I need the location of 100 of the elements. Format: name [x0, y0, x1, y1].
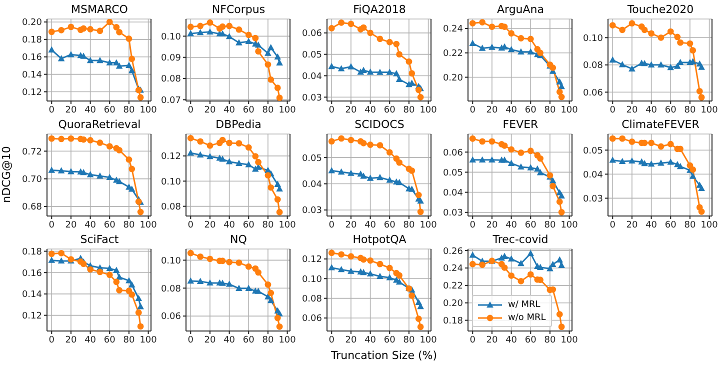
- y-tick-label: 0.04: [302, 72, 322, 82]
- point: [667, 28, 674, 35]
- point: [274, 84, 281, 92]
- point: [187, 277, 194, 284]
- point: [469, 20, 476, 26]
- x-tick-label: 20: [204, 335, 216, 346]
- point: [609, 22, 616, 28]
- x-tick-label: 0: [470, 105, 476, 116]
- y-tick-label: 0.08: [160, 74, 182, 85]
- point: [558, 208, 565, 216]
- point: [58, 55, 65, 62]
- point: [534, 165, 541, 172]
- x-tick-label: 60: [664, 220, 677, 230]
- y-tick-label: 0.05: [302, 154, 322, 164]
- point: [255, 269, 262, 276]
- y-tick-label: 0.18: [22, 247, 42, 258]
- point: [87, 137, 94, 144]
- point: [501, 142, 508, 149]
- point: [676, 58, 684, 66]
- point: [254, 288, 262, 294]
- y-tick-label: 0.04: [582, 170, 604, 180]
- point: [187, 30, 194, 36]
- point: [338, 168, 345, 175]
- point: [236, 39, 242, 46]
- point: [469, 156, 476, 163]
- point: [113, 266, 120, 273]
- x-tick-label: 100: [560, 105, 578, 116]
- x-tick-label: 100: [700, 220, 718, 230]
- point: [641, 26, 648, 34]
- point: [479, 138, 486, 145]
- point: [128, 166, 136, 172]
- point: [469, 260, 476, 268]
- point: [268, 290, 274, 296]
- point: [641, 160, 648, 166]
- point: [479, 19, 486, 26]
- point: [417, 94, 424, 100]
- y-tick-label: 0.26: [442, 246, 464, 257]
- x-tick-label: 80: [262, 335, 274, 346]
- point: [80, 168, 87, 176]
- chart-title: NQ: [229, 232, 248, 247]
- point: [550, 182, 556, 190]
- point: [527, 148, 534, 154]
- point: [386, 264, 393, 272]
- x-tick-label: 20: [204, 105, 216, 116]
- point: [686, 40, 694, 47]
- y-tick-label: 0.03: [442, 208, 463, 219]
- point: [518, 35, 524, 42]
- y-tick-label: 0.18: [22, 36, 42, 46]
- point: [690, 47, 696, 54]
- x-tick-label: 20: [65, 335, 77, 346]
- point: [396, 278, 403, 285]
- point: [206, 142, 214, 149]
- x-tick-label: 40: [364, 335, 376, 346]
- point: [128, 56, 136, 62]
- point: [348, 268, 354, 274]
- point: [226, 158, 233, 164]
- x-tick-label: 80: [262, 220, 274, 230]
- point: [508, 46, 515, 52]
- x-tick-label: 80: [403, 105, 415, 116]
- point: [698, 184, 705, 191]
- point: [469, 135, 476, 142]
- point: [206, 28, 214, 35]
- x-tick-label: 0: [328, 105, 335, 116]
- point: [245, 38, 252, 44]
- y-tick-label: 0.10: [582, 34, 604, 44]
- x-axis-title: Truncation Size (%): [330, 349, 438, 362]
- point: [674, 62, 681, 69]
- y-tick-label: 0.24: [442, 264, 464, 274]
- point: [366, 68, 374, 75]
- point: [245, 263, 252, 270]
- point: [501, 264, 508, 271]
- point: [348, 20, 354, 28]
- point: [396, 51, 402, 58]
- x-tick-label: 0: [188, 220, 194, 230]
- point: [501, 156, 508, 163]
- x-tick-label: 80: [684, 105, 696, 116]
- point: [628, 20, 636, 27]
- point: [274, 53, 282, 60]
- point: [197, 253, 204, 260]
- y-tick-label: 0.10: [160, 32, 182, 42]
- x-tick-label: 100: [278, 220, 296, 230]
- x-tick-label: 60: [242, 335, 255, 346]
- point: [226, 258, 232, 266]
- point: [558, 324, 565, 330]
- x-tick-label: 40: [84, 220, 96, 230]
- x-tick-label: 0: [610, 105, 616, 116]
- point: [116, 62, 123, 69]
- y-tick-label: 0.68: [22, 202, 42, 213]
- y-tick-label: 0.04: [442, 188, 464, 198]
- chart-title: ArguAna: [496, 2, 546, 17]
- x-tick-label: 100: [420, 105, 438, 116]
- point: [245, 144, 252, 151]
- y-tick-label: 0.08: [582, 61, 604, 72]
- point: [106, 272, 113, 278]
- point: [417, 324, 424, 330]
- point: [518, 163, 524, 170]
- y-tick-label: 0.20: [22, 18, 42, 28]
- point: [376, 36, 384, 42]
- point: [96, 140, 104, 146]
- point: [393, 40, 400, 48]
